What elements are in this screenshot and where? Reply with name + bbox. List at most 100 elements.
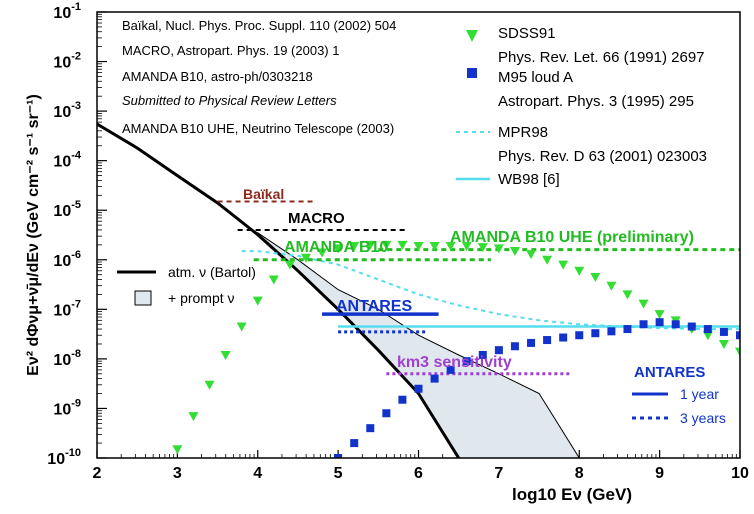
m95-legend-label: M95 loud A <box>498 69 573 86</box>
sdss91-point <box>461 241 472 251</box>
sdss91-point <box>300 253 311 263</box>
y-tick-label: 10-1 <box>53 1 81 22</box>
plot-frame <box>96 11 741 459</box>
m95-point <box>703 325 712 334</box>
x-tick-label: 3 <box>173 465 182 482</box>
y-axis-label: Eν² dΦνμ+ν̄μ/dEν (GeV cm⁻² s⁻¹ sr⁻¹) <box>25 94 42 376</box>
wb98-legend-label: WB98 [6] <box>498 171 560 188</box>
m95-point <box>382 409 391 418</box>
sdss91-point <box>574 266 585 276</box>
m95-point <box>655 318 664 327</box>
m95-point <box>607 327 616 336</box>
m95-point <box>414 384 423 393</box>
sdss91-point <box>284 260 295 270</box>
y-tick-label: 10-7 <box>53 298 81 319</box>
annot-macro: MACRO <box>288 210 345 227</box>
sdss91-point <box>477 243 488 253</box>
m95-point <box>494 346 503 355</box>
sdss91-point <box>558 260 569 270</box>
m95-point <box>430 374 439 383</box>
m95-points <box>334 318 740 458</box>
sdss91-point <box>429 241 440 251</box>
m95-legend-marker <box>467 68 477 78</box>
ref-baikal: Baïkal, Nucl. Phys. Proc. Suppl. 110 (20… <box>122 18 396 33</box>
sdss91-point <box>204 380 215 390</box>
sdss91-point <box>188 412 199 422</box>
sdss91-point <box>526 250 537 260</box>
sdss91-legend-marker <box>466 30 478 42</box>
x-tick-label: 8 <box>575 465 584 482</box>
y-tick-label: 10-5 <box>53 199 81 220</box>
sdss91-point <box>220 350 231 360</box>
m95-point <box>366 424 375 433</box>
m95-point <box>350 439 359 448</box>
sdss91-point <box>445 241 456 251</box>
m95-point <box>398 395 407 404</box>
m95-point <box>591 329 600 338</box>
m95-point <box>510 342 519 351</box>
ref-macro: MACRO, Astropart. Phys. 19 (2003) 1 <box>122 43 339 58</box>
mpr98-legend-ref: Phys. Rev. D 63 (2001) 023003 <box>498 148 707 165</box>
sdss91-point <box>252 296 263 306</box>
y-tick-label: 10-6 <box>53 249 81 270</box>
ref-amanda: AMANDA B10, astro-ph/0303218 <box>122 69 313 84</box>
atm-bartol-curve <box>97 122 460 458</box>
x-tick-label: 10 <box>731 465 749 482</box>
m95-point <box>575 331 584 340</box>
sdss91-point <box>317 248 328 258</box>
sdss91-point <box>590 272 601 282</box>
m95-point <box>527 338 536 347</box>
atm-legend-label: atm. ν (Bartol) <box>168 264 256 280</box>
sdss91-point <box>542 255 553 265</box>
m95-point <box>462 357 471 366</box>
x-axis-label: log10 Eν (GeV) <box>512 485 632 504</box>
mpr98-legend-label: MPR98 <box>498 124 548 141</box>
m95-point <box>446 365 455 374</box>
m95-point <box>687 322 696 331</box>
annot-baikal: Baïkal <box>243 186 284 202</box>
x-tick-label: 5 <box>334 465 343 482</box>
annot-amanda: AMANDA B10 <box>284 239 388 256</box>
m95-point <box>543 336 552 345</box>
sdss91-point <box>397 240 408 250</box>
antares-3yr-legend-label: 3 years <box>680 410 726 426</box>
antares-1yr-legend-label: 1 year <box>680 386 719 402</box>
annot-km3: km3 sensitivity <box>397 354 512 371</box>
sdss91-point <box>413 241 424 251</box>
m95-legend-ref: Astropart. Phys. 3 (1995) 295 <box>498 93 694 110</box>
ref-amanda-note: Submitted to Physical Review Letters <box>122 93 337 108</box>
x-tick-label: 4 <box>253 465 262 482</box>
sdss91-point <box>172 445 183 455</box>
sdss91-point <box>349 241 360 251</box>
m95-point <box>623 325 632 334</box>
prompt-legend-box <box>134 290 152 306</box>
sdss91-legend-ref: Phys. Rev. Let. 66 (1991) 2697 <box>498 49 705 66</box>
sdss91-point <box>735 347 740 357</box>
m95-point <box>559 333 568 342</box>
sdss91-point <box>654 310 665 320</box>
sdss91-point <box>718 339 729 349</box>
experiment-limits <box>217 200 740 376</box>
x-tick-label: 6 <box>414 465 423 482</box>
y-tick-label: 10-10 <box>47 447 81 468</box>
m95-point <box>736 331 740 340</box>
sdss91-point <box>493 244 504 254</box>
annot-amanda-uhe: AMANDA B10 UHE (preliminary) <box>450 229 694 246</box>
sdss91-point <box>236 322 247 332</box>
sdss91-point <box>606 281 617 291</box>
sdss91-point <box>509 247 520 257</box>
sdss91-point <box>333 244 344 254</box>
sdss91-point <box>638 299 649 309</box>
m95-point <box>478 350 487 359</box>
y-tick-label: 10-8 <box>53 348 81 369</box>
prompt-legend-label: + prompt ν <box>168 290 235 306</box>
m95-point <box>719 327 728 336</box>
x-tick-label: 2 <box>93 465 102 482</box>
y-tick-label: 10-2 <box>53 51 81 72</box>
m95-point <box>334 454 343 458</box>
sdss91-point <box>268 275 279 285</box>
ref-amanda-uhe: AMANDA B10 UHE, Neutrino Telescope (2003… <box>122 121 394 136</box>
sdss91-point <box>381 240 392 250</box>
m95-point <box>671 320 680 329</box>
